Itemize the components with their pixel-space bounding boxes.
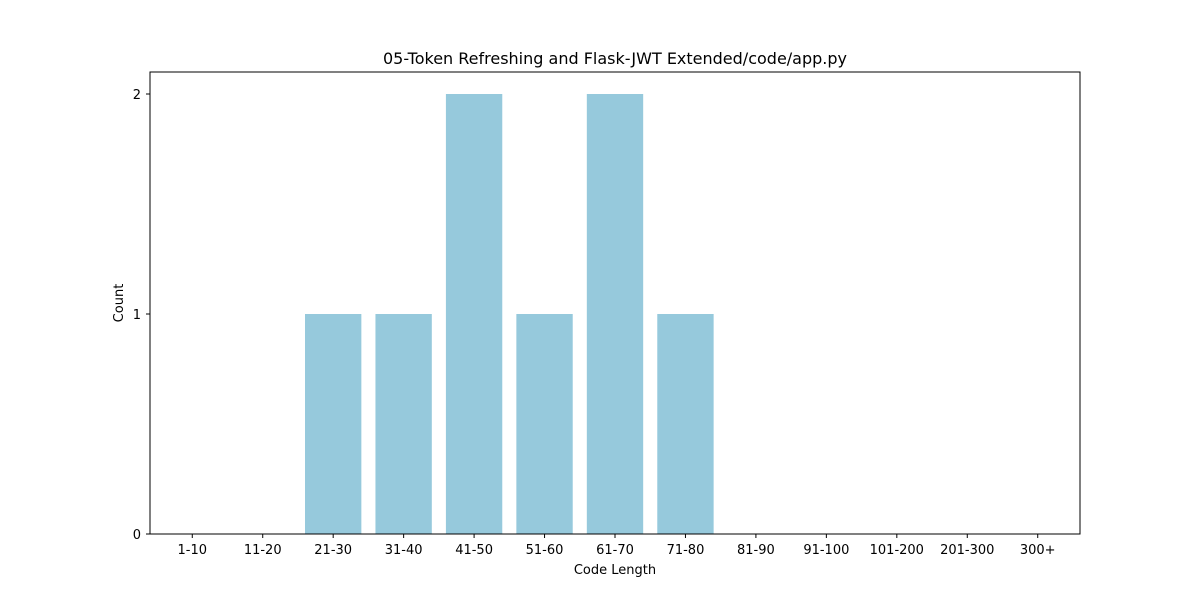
x-tick-label: 300+	[1020, 543, 1056, 558]
x-tick-label: 201-300	[940, 543, 994, 558]
plot-frame	[149, 71, 1081, 535]
bar-31-40	[375, 314, 432, 534]
x-tick-label: 51-60	[526, 543, 564, 558]
y-axis-ticks: 0 1 2	[133, 88, 150, 543]
x-tick-label: 1-10	[178, 543, 208, 558]
y-tick-label: 0	[133, 528, 141, 543]
x-tick-label: 91-100	[803, 543, 849, 558]
x-tick-label: 21-30	[314, 543, 352, 558]
x-tick-label: 81-90	[737, 543, 775, 558]
x-tick-label: 31-40	[385, 543, 423, 558]
x-axis-label: Code Length	[574, 563, 656, 578]
bar-51-60	[516, 314, 573, 534]
bar-21-30	[305, 314, 362, 534]
x-tick-label: 61-70	[596, 543, 634, 558]
bars-group	[305, 94, 714, 534]
bar-71-80	[657, 314, 714, 534]
x-tick-label: 11-20	[244, 543, 282, 558]
bar-41-50	[445, 94, 503, 534]
bar-61-70	[586, 94, 644, 534]
x-tick-label: 101-200	[870, 543, 924, 558]
y-tick-label: 2	[133, 88, 141, 103]
y-axis-label: Count	[112, 284, 127, 323]
x-axis-ticks: 1-10 11-20 21-30 31-40 41-50 51-60 61-70 71-80 8…	[178, 534, 1056, 558]
y-tick-label: 1	[133, 308, 141, 323]
chart-title: 05-Token Refreshing and Flask-JWT Extend…	[383, 49, 847, 68]
x-tick-label: 71-80	[667, 543, 705, 558]
x-tick-label: 41-50	[455, 543, 493, 558]
